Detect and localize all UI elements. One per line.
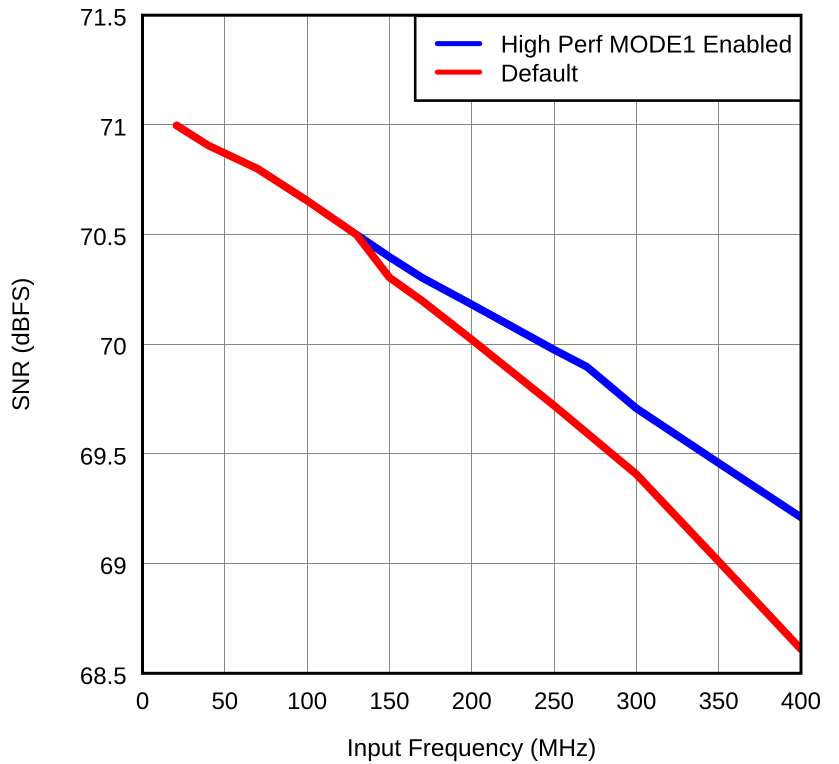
svg-text:69: 69 [100, 553, 127, 580]
svg-text:250: 250 [534, 688, 574, 715]
svg-text:150: 150 [369, 688, 409, 715]
svg-text:0: 0 [136, 688, 149, 715]
svg-text:70: 70 [100, 334, 127, 361]
svg-text:Input Frequency (MHz): Input Frequency (MHz) [347, 735, 596, 762]
svg-text:50: 50 [211, 688, 238, 715]
svg-text:200: 200 [452, 688, 492, 715]
svg-text:68.5: 68.5 [80, 663, 127, 690]
svg-text:100: 100 [287, 688, 327, 715]
svg-text:High Perf MODE1 Enabled: High Perf MODE1 Enabled [501, 32, 792, 59]
svg-text:300: 300 [616, 688, 656, 715]
svg-text:350: 350 [699, 688, 739, 715]
svg-text:400: 400 [781, 688, 821, 715]
svg-text:69.5: 69.5 [80, 443, 127, 470]
svg-text:Default: Default [501, 61, 579, 88]
svg-text:71: 71 [100, 114, 127, 141]
svg-text:71.5: 71.5 [80, 5, 127, 32]
svg-text:SNR (dBFS): SNR (dBFS) [8, 278, 35, 411]
svg-text:70.5: 70.5 [80, 224, 127, 251]
